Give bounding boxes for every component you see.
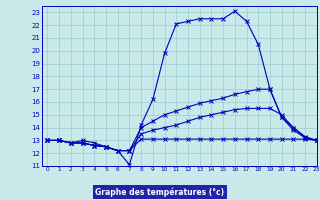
- Text: Graphe des températures (°c): Graphe des températures (°c): [95, 187, 225, 197]
